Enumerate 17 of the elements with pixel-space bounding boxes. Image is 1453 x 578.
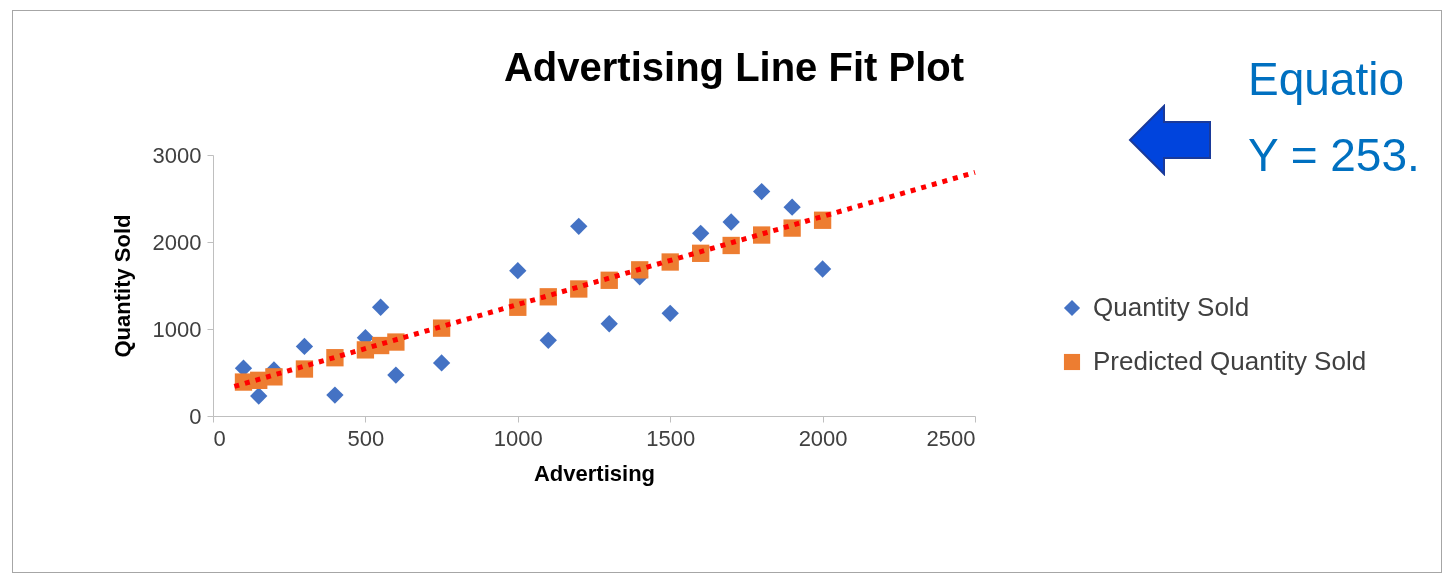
x-tick-label: 0 xyxy=(213,425,226,451)
x-tick-label: 2000 xyxy=(798,425,848,451)
x-tick-label: 1000 xyxy=(493,425,543,451)
text: Y = 253. xyxy=(1248,128,1420,182)
legend-label: Predicted Quantity Sold xyxy=(1093,346,1367,376)
legend-label: Quantity Sold xyxy=(1093,292,1250,322)
x-tick-label: 500 xyxy=(347,425,385,451)
y-tick-label: 2000 xyxy=(152,229,202,255)
y-tick-label: 3000 xyxy=(152,142,202,168)
y-tick-label: 0 xyxy=(189,403,202,429)
text: Equatio xyxy=(1248,52,1405,106)
chart-title: Advertising Line Fit Plot xyxy=(503,45,965,89)
x-tick-label: 2500 xyxy=(926,425,976,451)
x-tick-label: 1500 xyxy=(646,425,696,451)
y-axis-title: Quantity Sold xyxy=(109,214,135,358)
y-tick-label: 1000 xyxy=(152,316,202,342)
x-axis-title: Advertising xyxy=(533,460,656,486)
